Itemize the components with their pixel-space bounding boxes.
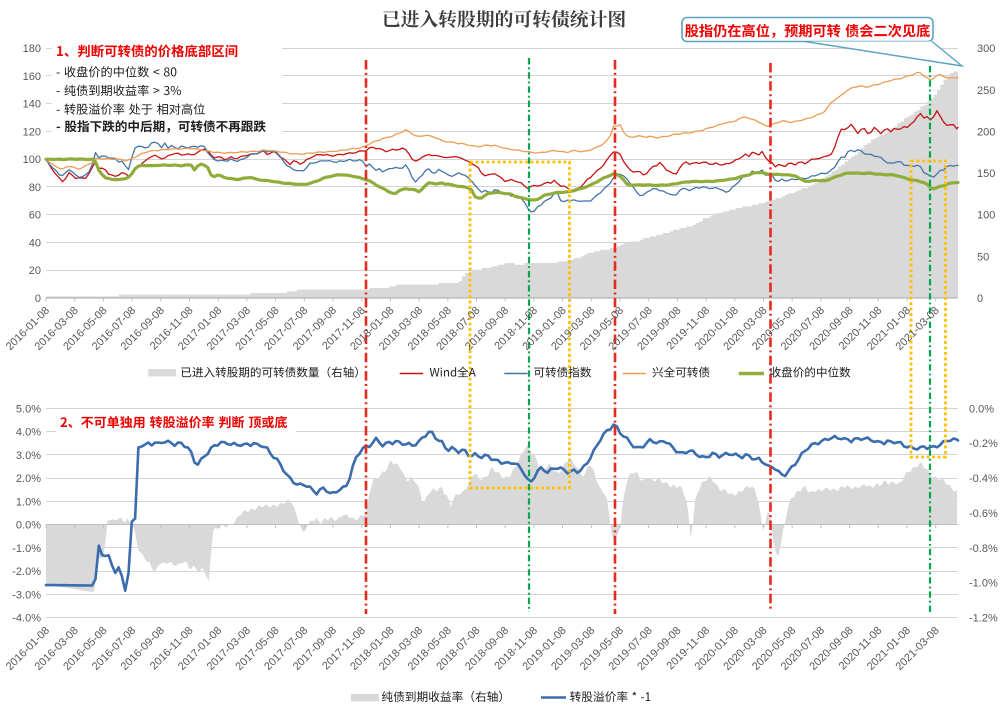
svg-text:0: 0: [35, 293, 41, 305]
svg-text:3.0%: 3.0%: [16, 450, 41, 462]
svg-text:-2.0%: -2.0%: [12, 566, 41, 578]
svg-text:0.0%: 0.0%: [969, 403, 994, 415]
svg-text:-0.4%: -0.4%: [969, 473, 998, 485]
svg-text:300: 300: [977, 43, 995, 55]
svg-text:120: 120: [23, 127, 41, 139]
svg-text:4.0%: 4.0%: [16, 427, 41, 439]
svg-text:1.0%: 1.0%: [16, 496, 41, 508]
svg-text:-1.0%: -1.0%: [969, 578, 998, 590]
svg-text:250: 250: [977, 85, 995, 97]
svg-text:-3.0%: -3.0%: [12, 589, 41, 601]
svg-text:60: 60: [29, 210, 41, 222]
svg-text:20: 20: [29, 265, 41, 277]
svg-text:160: 160: [23, 71, 41, 83]
svg-text:140: 140: [23, 99, 41, 111]
svg-text:150: 150: [977, 168, 995, 180]
svg-text:-4.0%: -4.0%: [12, 613, 41, 625]
svg-text:100: 100: [977, 210, 995, 222]
svg-text:5.0%: 5.0%: [16, 403, 41, 415]
svg-text:2.0%: 2.0%: [16, 473, 41, 485]
svg-text:-1.2%: -1.2%: [969, 613, 998, 625]
svg-text:180: 180: [23, 43, 41, 55]
svg-text:-1.0%: -1.0%: [12, 543, 41, 555]
svg-text:100: 100: [23, 154, 41, 166]
svg-text:-0.8%: -0.8%: [969, 543, 998, 555]
svg-text:0.0%: 0.0%: [16, 520, 41, 532]
svg-text:-0.2%: -0.2%: [969, 438, 998, 450]
svg-text:80: 80: [29, 182, 41, 194]
svg-text:-0.6%: -0.6%: [969, 508, 998, 520]
svg-text:40: 40: [29, 238, 41, 250]
svg-text:0: 0: [977, 293, 983, 305]
svg-text:50: 50: [977, 251, 989, 263]
svg-text:200: 200: [977, 127, 995, 139]
